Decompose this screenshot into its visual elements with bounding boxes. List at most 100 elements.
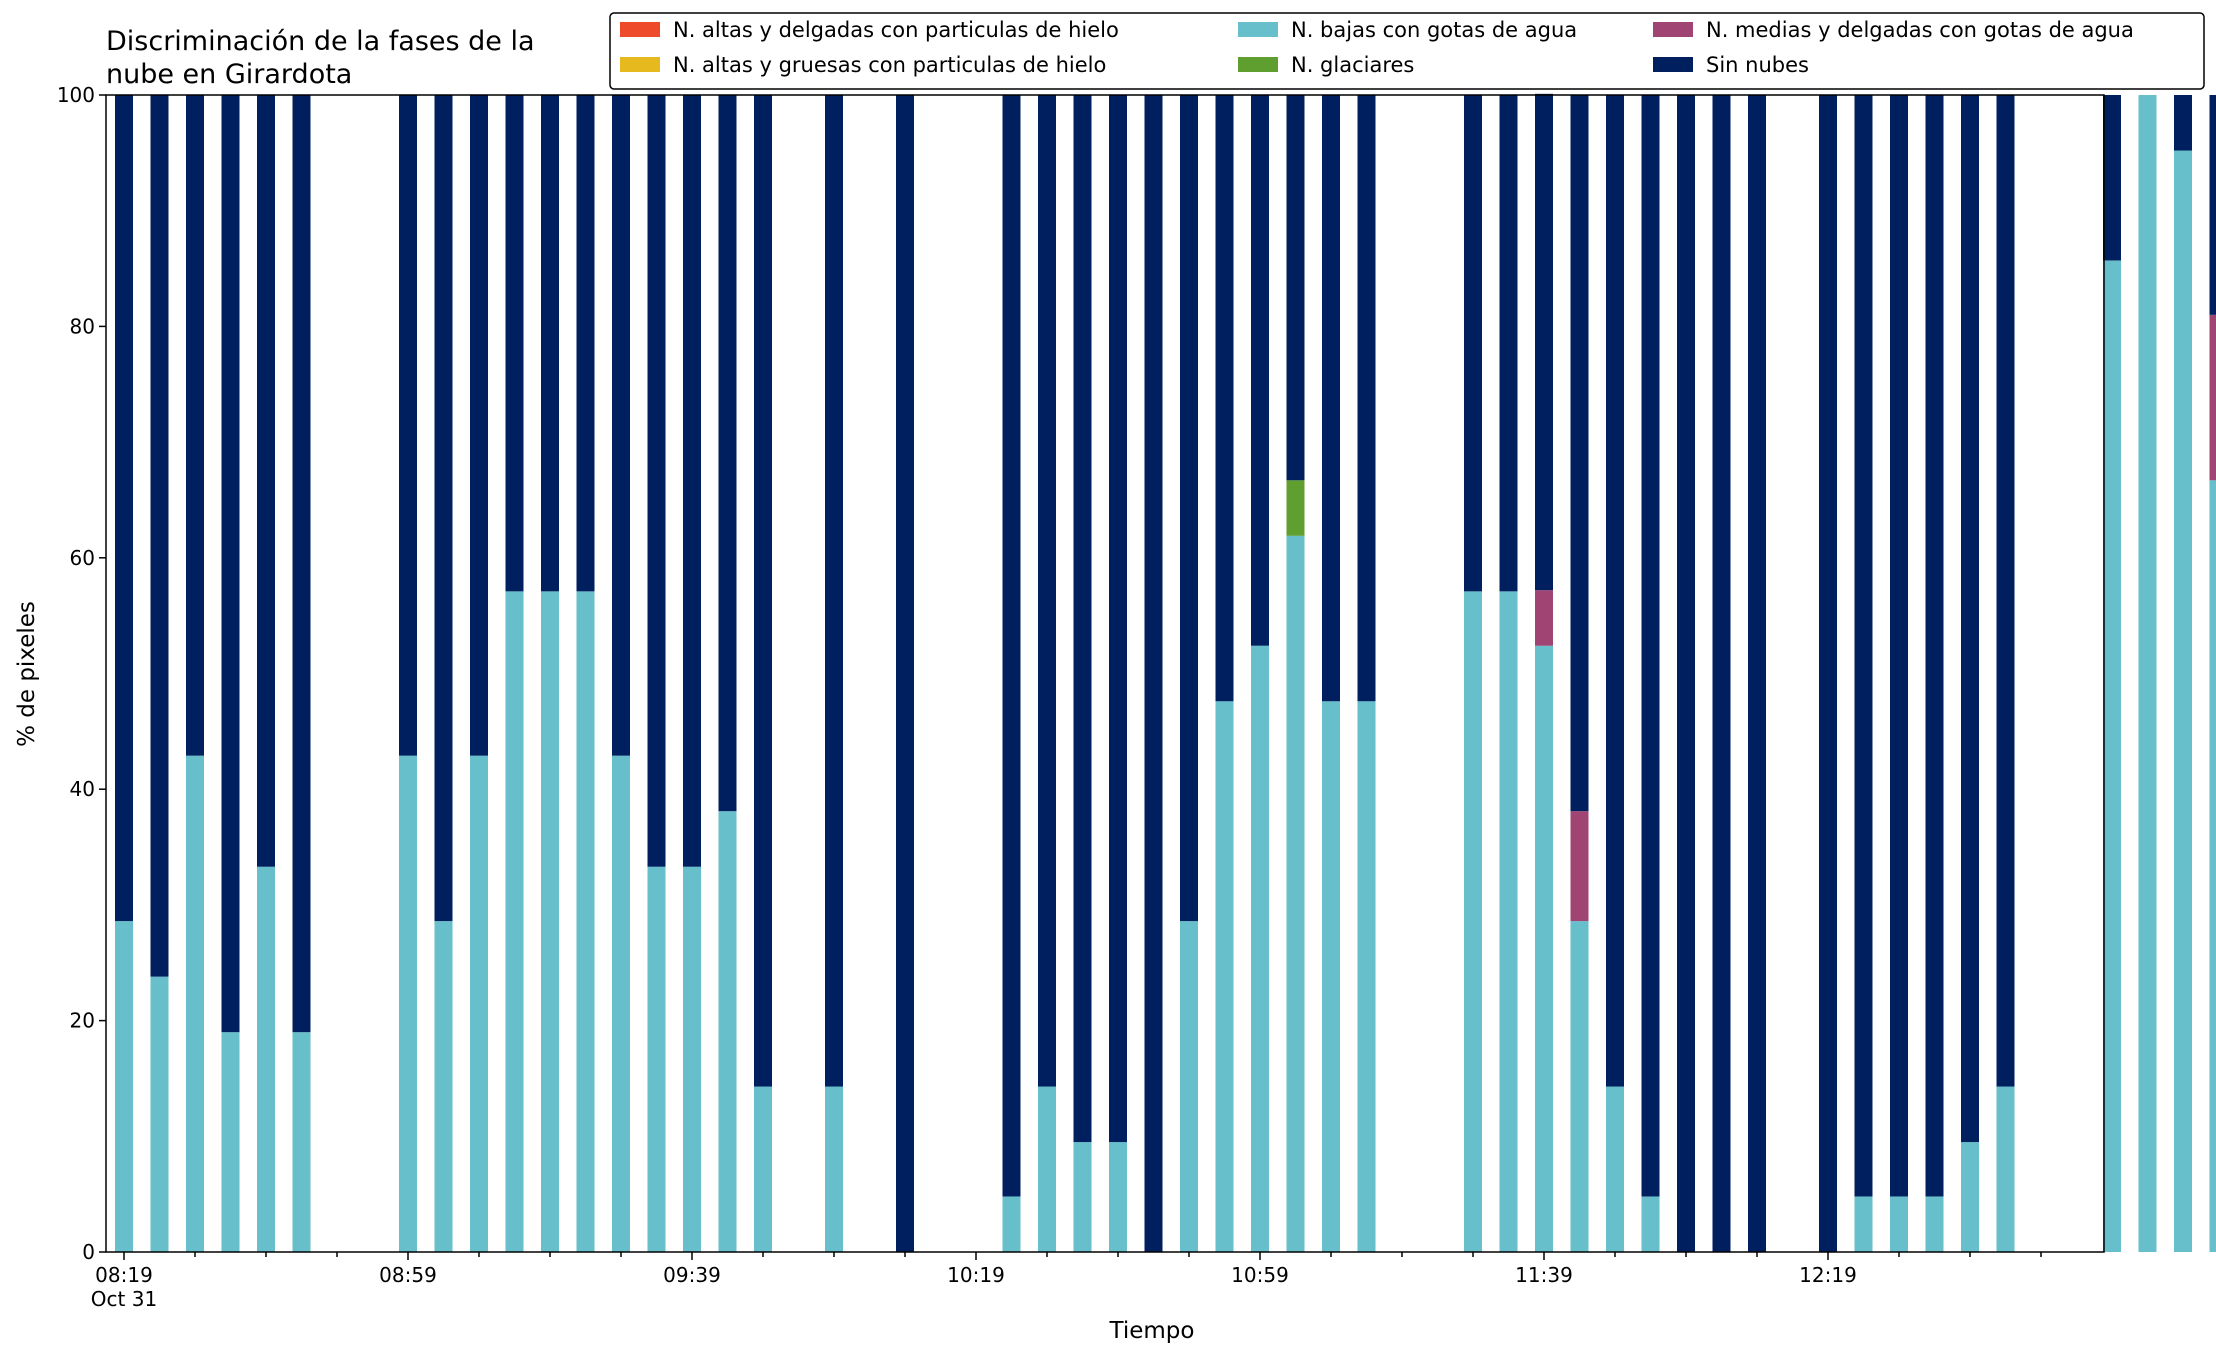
- bar-segment-5-33: [1286, 95, 1305, 481]
- legend-label: N. bajas con gotas de agua: [1291, 18, 1577, 42]
- legend-swatch: [1238, 57, 1278, 72]
- bar-segment-2-59: [2209, 480, 2216, 1252]
- bar-segment-5-10: [470, 95, 488, 756]
- bar-segment-2-18: [754, 1086, 772, 1252]
- y-tick-label: 100: [57, 83, 95, 107]
- bar-segment-2-20: [825, 1086, 843, 1252]
- bar-segment-2-27: [1073, 1142, 1092, 1252]
- bar-segment-2-4: [257, 866, 275, 1252]
- x-tick-sublabel: Oct 31: [91, 1287, 157, 1311]
- bar-segment-5-18: [754, 95, 772, 1087]
- legend-label: N. altas y gruesas con particulas de hie…: [673, 53, 1106, 77]
- legend-frame: [609, 12, 2205, 90]
- bar-segment-5-59: [2209, 95, 2216, 315]
- bar-segment-2-42: [1606, 1086, 1624, 1252]
- bar-segment-5-53: [1996, 95, 2015, 1087]
- bar-segment-2-34: [1322, 701, 1340, 1252]
- bar-segment-2-33: [1286, 535, 1305, 1252]
- bar-segment-4-40: [1535, 590, 1553, 646]
- y-tick-label: 0: [82, 1240, 95, 1264]
- y-tick-label: 40: [70, 777, 95, 801]
- bar-segment-5-25: [1002, 95, 1021, 1197]
- bar-segment-5-2: [186, 95, 204, 756]
- bar-segment-2-39: [1499, 591, 1518, 1252]
- bar-segment-5-14: [612, 95, 630, 756]
- legend-swatch: [620, 22, 660, 37]
- x-tick-label: 08:59: [379, 1263, 437, 1287]
- x-axis: 08:19 08:59 09:39 10:19 10:59 11:39 12:19: [95, 1252, 2042, 1287]
- bar-segment-5-27: [1073, 95, 1092, 1143]
- bar-segment-5-11: [505, 95, 524, 592]
- bar-segment-5-4: [257, 95, 275, 867]
- bar-segment-2-50: [1890, 1196, 1908, 1252]
- y-tick-label: 20: [70, 1009, 95, 1033]
- x-tick-label: 10:19: [947, 1263, 1005, 1287]
- bar-segment-2-28: [1109, 1142, 1127, 1252]
- bar-segment-2-0: [115, 921, 133, 1252]
- bar-segment-3-33: [1286, 480, 1305, 536]
- bar-segment-2-8: [399, 755, 417, 1252]
- bar-segment-5-1: [150, 95, 169, 977]
- x-axis-label: Tiempo: [1109, 1318, 1195, 1344]
- legend-swatch: [1238, 22, 1278, 37]
- bar-segment-5-31: [1215, 95, 1234, 702]
- bar-segment-5-5: [292, 95, 311, 1033]
- bar-segment-5-43: [1641, 95, 1660, 1197]
- bar-segment-2-25: [1002, 1196, 1021, 1252]
- bar-segment-2-57: [2138, 95, 2157, 1252]
- bar-segment-2-56: [2103, 260, 2121, 1252]
- y-axis-label: % de pixeles: [14, 601, 40, 747]
- bar-segment-2-12: [541, 591, 559, 1252]
- bar-segment-5-38: [1464, 95, 1482, 592]
- bar-segment-5-22: [896, 95, 914, 1252]
- x-tick-label: 10:59: [1231, 1263, 1289, 1287]
- bar-segment-5-8: [399, 95, 417, 756]
- bar-segment-5-34: [1322, 95, 1340, 702]
- bar-segment-2-43: [1641, 1196, 1660, 1252]
- legend-label: Sin nubes: [1706, 53, 1809, 77]
- bar-segment-5-52: [1961, 95, 1979, 1143]
- bar-segment-5-15: [647, 95, 666, 867]
- chart-title-line-2: nube en Girardota: [106, 59, 352, 90]
- bar-segment-2-35: [1357, 701, 1376, 1252]
- bar-segment-2-53: [1996, 1086, 2015, 1252]
- bar-segment-2-51: [1925, 1196, 1944, 1252]
- bar-segment-5-42: [1606, 95, 1624, 1087]
- legend-swatch: [1653, 57, 1693, 72]
- y-tick-label: 60: [70, 546, 95, 570]
- bar-segment-5-56: [2103, 95, 2121, 261]
- bar-segment-2-32: [1251, 645, 1269, 1252]
- bar-segment-5-40: [1535, 93, 1553, 591]
- bar-segment-2-40: [1535, 645, 1553, 1252]
- legend-swatch: [620, 57, 660, 72]
- bar-segment-2-13: [576, 591, 595, 1252]
- bar-segment-4-59: [2209, 314, 2216, 481]
- legend-label: N. altas y delgadas con particulas de hi…: [673, 18, 1119, 42]
- bar-segment-5-49: [1854, 95, 1873, 1197]
- bar-segment-5-26: [1038, 95, 1056, 1087]
- bar-segment-5-50: [1890, 95, 1908, 1197]
- bar-segment-2-2: [186, 755, 204, 1252]
- legend-label: N. glaciares: [1291, 53, 1414, 77]
- bar-segment-5-51: [1925, 95, 1944, 1197]
- plot-frame: [105, 94, 2105, 1253]
- bar-segment-5-30: [1180, 95, 1198, 922]
- bar-segment-2-58: [2174, 150, 2192, 1252]
- bar-segment-2-26: [1038, 1086, 1056, 1252]
- x-tick-label: 11:39: [1515, 1263, 1573, 1287]
- chart-title-line-1: Discriminación de la fases de la: [106, 26, 535, 57]
- bar-segment-5-28: [1109, 95, 1127, 1143]
- bar-segment-2-52: [1961, 1142, 1979, 1252]
- bar-segment-2-3: [221, 1032, 240, 1252]
- bar-segment-5-58: [2174, 95, 2192, 151]
- bar-segment-5-41: [1570, 95, 1589, 812]
- x-tick-label: 08:19: [95, 1263, 153, 1287]
- bar-segment-2-49: [1854, 1196, 1873, 1252]
- bar-segment-2-10: [470, 755, 488, 1252]
- bar-segment-2-41: [1570, 921, 1589, 1252]
- legend: N. altas y delgadas con particulas de hi…: [609, 12, 2205, 90]
- bar-segment-5-9: [434, 95, 453, 922]
- bar-segment-4-41: [1570, 811, 1589, 922]
- bar-segment-5-17: [718, 95, 737, 812]
